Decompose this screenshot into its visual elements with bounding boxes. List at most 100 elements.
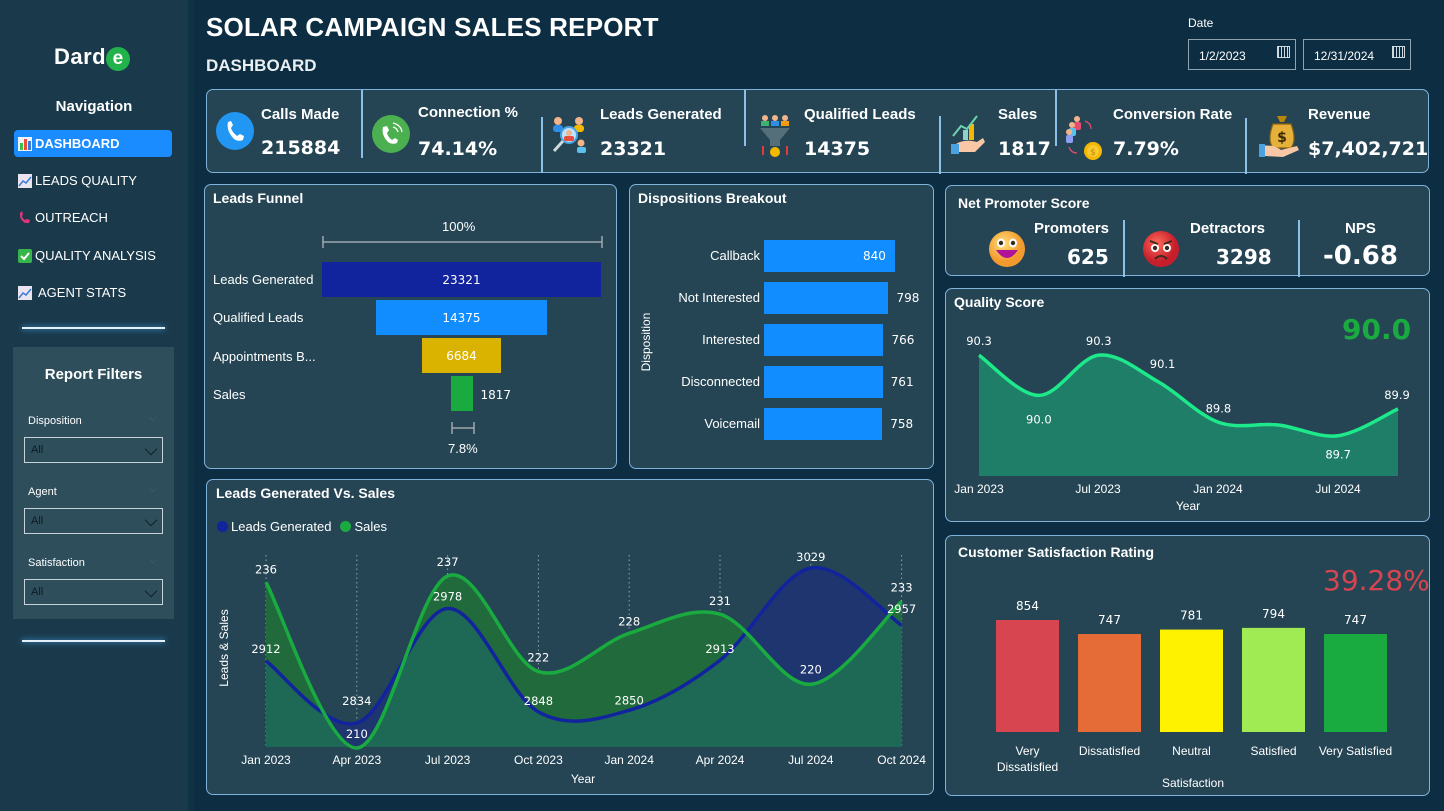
x-tick-label: Jul 2023 bbox=[425, 753, 471, 767]
kpi-label: Qualified Leads bbox=[804, 106, 916, 123]
funnel-value: 23321 bbox=[442, 272, 481, 287]
satisfaction-bar bbox=[1078, 634, 1141, 732]
disposition-select[interactable]: All bbox=[24, 437, 163, 463]
logo-accent: e bbox=[106, 47, 131, 71]
sidebar-item-label: OUTREACH bbox=[35, 210, 108, 225]
kpi-label: Calls Made bbox=[261, 106, 340, 123]
legend-label: Sales bbox=[354, 519, 387, 534]
nps-value: -0.68 bbox=[1323, 241, 1398, 271]
x-tick-label: Jul 2024 bbox=[788, 753, 834, 767]
sidebar-item-leads-quality[interactable]: LEADS QUALITY bbox=[14, 167, 172, 194]
kpi-separator bbox=[1055, 90, 1057, 146]
date-start-input[interactable]: 1/2/2023 bbox=[1188, 39, 1296, 70]
leads-data-label: 2957 bbox=[887, 602, 916, 616]
quality-x-tick: Jul 2023 bbox=[1075, 482, 1121, 496]
calendar-icon[interactable] bbox=[1392, 46, 1405, 58]
quality-area bbox=[979, 354, 1398, 476]
funnel-bar[interactable]: 23321 bbox=[322, 262, 601, 297]
leads-data-label: 2912 bbox=[251, 642, 280, 656]
kpi-separator bbox=[361, 90, 363, 158]
chevron-down-icon: ⌵ bbox=[149, 484, 157, 495]
funnel-bar[interactable] bbox=[450, 376, 473, 411]
kpi-value: 74.14% bbox=[418, 138, 498, 160]
select-value: All bbox=[31, 586, 44, 598]
phone-call-icon bbox=[215, 111, 255, 155]
quality-x-tick: Jul 2024 bbox=[1315, 482, 1361, 496]
funnel-bar[interactable]: 14375 bbox=[375, 300, 548, 335]
leads-vs-sales-chart: 2912 2834 2978 2848 2850 2913 3029 2957 236 210 23… bbox=[217, 550, 926, 786]
chevron-down-icon bbox=[144, 584, 158, 598]
x-tick-label: Oct 2024 bbox=[877, 753, 926, 767]
satisfaction-big-value: 39.28% bbox=[1323, 564, 1430, 597]
satisfaction-bar bbox=[1160, 629, 1223, 732]
disposition-label: Disconnected bbox=[681, 374, 760, 389]
leads-line bbox=[264, 566, 903, 726]
filter-label-text: Agent bbox=[28, 486, 57, 498]
funnel-bar[interactable]: 6684 bbox=[421, 338, 502, 373]
kpi-value: 23321 bbox=[600, 138, 667, 160]
satisfaction-select[interactable]: All bbox=[24, 579, 163, 605]
sales-line bbox=[264, 573, 903, 750]
calendar-icon[interactable] bbox=[1277, 46, 1290, 58]
growth-hand-icon bbox=[951, 114, 989, 160]
card-title: Quality Score bbox=[954, 294, 1045, 310]
satisfaction-value: 794 bbox=[1262, 607, 1285, 621]
satisfaction-category-label: Dissatisfied bbox=[997, 760, 1058, 774]
chevron-down-icon: ⌵ bbox=[149, 555, 157, 566]
sidebar-item-agent-stats[interactable]: AGENT STATS bbox=[14, 279, 172, 306]
funnel-top-bracket bbox=[322, 236, 603, 248]
disposition-label: Callback bbox=[710, 248, 760, 263]
card-title: Leads Funnel bbox=[213, 190, 304, 206]
quality-data-label: 90.3 bbox=[966, 334, 992, 348]
page-title: SOLAR CAMPAIGN SALES REPORT bbox=[206, 12, 659, 42]
funnel-stage-label: Qualified Leads bbox=[213, 310, 304, 325]
leads-data-label: 2978 bbox=[433, 590, 462, 604]
filter-label-disposition: Disposition ⌵ bbox=[28, 413, 157, 427]
funnel-bottom-bracket bbox=[451, 422, 475, 434]
disposition-bar[interactable] bbox=[764, 240, 895, 272]
nps-separator bbox=[1123, 220, 1125, 277]
sales-data-label: 210 bbox=[346, 727, 368, 741]
satisfaction-x-label: Satisfaction bbox=[1162, 776, 1224, 790]
sidebar-item-outreach[interactable]: OUTREACH bbox=[14, 204, 172, 231]
satisfaction-value: 747 bbox=[1344, 613, 1367, 627]
filter-label-satisfaction: Satisfaction ⌵ bbox=[28, 555, 157, 569]
select-value: All bbox=[31, 444, 44, 456]
kpi-value: 215884 bbox=[261, 137, 341, 159]
dispositions-card: Dispositions Breakout Disposition Callba… bbox=[629, 184, 934, 469]
filter-label-text: Disposition bbox=[28, 415, 82, 427]
satisfaction-chart: 854 Very Dissatisfied 747 Dissatisfied 781 Neu… bbox=[996, 599, 1392, 790]
chart-legend: Leads Generated Sales bbox=[217, 519, 387, 534]
date-end-input[interactable]: 12/31/2024 bbox=[1303, 39, 1411, 70]
kpi-label: Revenue bbox=[1308, 106, 1371, 123]
disposition-value: 758 bbox=[890, 417, 914, 431]
sidebar-item-dashboard[interactable]: DASHBOARD bbox=[14, 130, 172, 157]
sidebar-item-quality-analysis[interactable]: QUALITY ANALYSIS bbox=[14, 242, 172, 269]
disposition-bar[interactable] bbox=[764, 366, 883, 398]
satisfaction-bar bbox=[996, 620, 1059, 732]
sales-data-label: 231 bbox=[709, 594, 731, 608]
funnel-value: 1817 bbox=[480, 388, 512, 402]
quality-data-label: 90.0 bbox=[1026, 412, 1052, 426]
disposition-bar[interactable] bbox=[764, 324, 884, 356]
sidebar-item-label: QUALITY ANALYSIS bbox=[35, 248, 156, 263]
angry-face-icon bbox=[1142, 230, 1180, 272]
trend-chart-icon bbox=[17, 285, 32, 300]
sidebar-item-label: LEADS QUALITY bbox=[35, 173, 137, 188]
filter-label-text: Satisfaction bbox=[28, 557, 85, 569]
leads-data-label: 3029 bbox=[796, 550, 825, 564]
logo-text: Dard bbox=[54, 44, 107, 69]
legend-swatch-sales bbox=[340, 521, 352, 532]
kpi-value: 7.79% bbox=[1113, 138, 1179, 160]
kpi-value: 14375 bbox=[804, 138, 871, 160]
agent-select[interactable]: All bbox=[24, 508, 163, 534]
quality-data-label: 90.3 bbox=[1086, 334, 1112, 348]
logo: Dard e bbox=[54, 44, 131, 71]
report-filters-title: Report Filters bbox=[44, 366, 143, 383]
disposition-bar[interactable] bbox=[764, 282, 889, 314]
x-tick-label: Jan 2023 bbox=[241, 753, 291, 767]
card-title: Leads Generated Vs. Sales bbox=[216, 485, 395, 501]
chevron-down-icon bbox=[144, 442, 158, 456]
date-end-value: 12/31/2024 bbox=[1314, 49, 1375, 63]
disposition-bar[interactable] bbox=[764, 408, 883, 440]
